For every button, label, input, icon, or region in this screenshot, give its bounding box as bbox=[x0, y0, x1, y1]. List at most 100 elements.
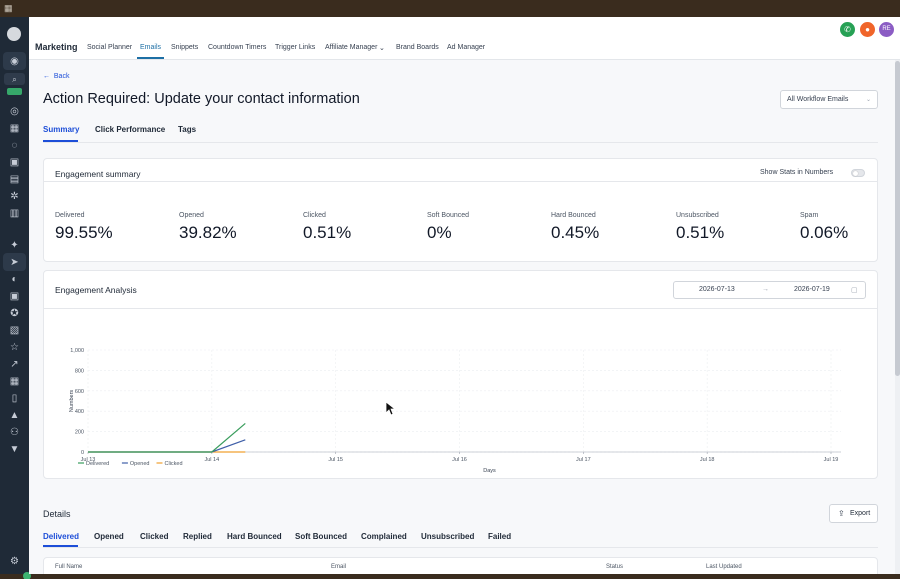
tab-failed[interactable]: Failed bbox=[488, 532, 512, 541]
tab-complained[interactable]: Complained bbox=[361, 532, 407, 541]
payments-icon[interactable]: ▥ bbox=[9, 208, 20, 219]
nav-social-planner[interactable]: Social Planner bbox=[87, 44, 133, 51]
show-stats-toggle[interactable] bbox=[851, 169, 865, 177]
x-tick-label: Jul 15 bbox=[328, 457, 343, 463]
media-icon[interactable]: ▧ bbox=[9, 325, 20, 336]
nav-brand-boards[interactable]: Brand Boards bbox=[396, 44, 439, 51]
details-table bbox=[43, 557, 878, 574]
sites-icon[interactable]: ▣ bbox=[9, 291, 20, 302]
y-tick-label: 800 bbox=[75, 368, 84, 374]
nav-trigger-links[interactable]: Trigger Links bbox=[275, 44, 316, 51]
chevron-down-icon[interactable]: ⌄ bbox=[379, 45, 385, 52]
date-to: 2026-07-19 bbox=[794, 286, 830, 293]
reputation-star-icon[interactable]: ☆ bbox=[10, 342, 19, 353]
column-header-email[interactable]: Email bbox=[331, 564, 347, 570]
main-app: Marketing Social Planner Emails Snippets… bbox=[29, 17, 900, 574]
conversations-icon[interactable]: ◌ bbox=[11, 140, 18, 151]
x-axis-label: Days bbox=[483, 468, 496, 474]
reporting-icon[interactable]: ↗ bbox=[10, 359, 19, 370]
column-header-full-name[interactable]: Full Name bbox=[55, 564, 83, 570]
tab-delivered[interactable]: Delivered bbox=[43, 532, 80, 541]
engagement-summary-card bbox=[43, 158, 878, 262]
x-tick-label: Jul 19 bbox=[824, 457, 839, 463]
stat-value-spam: 0.06% bbox=[800, 223, 849, 242]
back-link[interactable]: ← Back bbox=[43, 73, 69, 80]
analysis-header-divider bbox=[43, 308, 878, 309]
stat-label-spam: Spam bbox=[800, 212, 819, 219]
os-top-bar: ▦ bbox=[0, 0, 900, 17]
avatar[interactable]: RE bbox=[879, 22, 894, 37]
tabs-divider bbox=[43, 142, 878, 143]
sidebar-active-highlight bbox=[3, 52, 26, 70]
nav-countdown-timers[interactable]: Countdown Timers bbox=[208, 44, 267, 51]
contacts-icon[interactable]: ▤ bbox=[9, 174, 20, 185]
y-axis-label: Numbers bbox=[69, 390, 75, 413]
x-tick-label: Jul 18 bbox=[700, 457, 715, 463]
filter-icon[interactable]: ▼ bbox=[9, 444, 20, 455]
tab-unsubscribed[interactable]: Unsubscribed bbox=[421, 532, 475, 541]
opportunities-icon[interactable]: ✲ bbox=[10, 191, 19, 202]
export-button[interactable]: ⇪ Export bbox=[829, 504, 878, 523]
show-stats-toggle-label: Show Stats in Numbers bbox=[760, 169, 834, 176]
os-bottom-bar bbox=[0, 574, 900, 579]
section-title: Marketing bbox=[35, 42, 78, 52]
tab-soft-bounced[interactable]: Soft Bounced bbox=[295, 532, 347, 541]
automation-icon[interactable]: ◐ bbox=[11, 274, 18, 285]
column-header-status[interactable]: Status bbox=[606, 564, 624, 570]
tab-tags[interactable]: Tags bbox=[178, 125, 197, 134]
stat-label-hard-bounced: Hard Bounced bbox=[551, 212, 596, 219]
tab-click-performance[interactable]: Click Performance bbox=[95, 125, 166, 134]
engagement-analysis-card bbox=[43, 270, 878, 479]
legend-label-delivered[interactable]: Delivered bbox=[86, 461, 109, 467]
notification-bell-icon[interactable]: ● bbox=[860, 22, 875, 37]
stat-value-opened: 39.82% bbox=[179, 223, 237, 242]
mobile-app-icon[interactable]: ▯ bbox=[11, 393, 18, 404]
date-range-picker[interactable]: 2026-07-13 → 2026-07-19 ▢ bbox=[673, 281, 866, 299]
marketing-send-icon[interactable]: ➤ bbox=[10, 257, 19, 268]
nav-active-underline bbox=[137, 57, 164, 59]
workspace-logo-icon[interactable] bbox=[7, 27, 21, 41]
nav-affiliate-manager[interactable]: Affiliate Manager bbox=[325, 44, 378, 51]
stat-label-unsubscribed: Unsubscribed bbox=[676, 212, 719, 219]
nav-snippets[interactable]: Snippets bbox=[171, 44, 199, 51]
back-label: Back bbox=[53, 73, 70, 80]
tab-clicked[interactable]: Clicked bbox=[140, 532, 169, 541]
y-tick-label: 1,000 bbox=[70, 348, 84, 354]
stat-value-soft-bounced: 0% bbox=[427, 223, 452, 242]
launchpad-icon[interactable]: ◎ bbox=[10, 106, 19, 117]
column-header-last-updated[interactable]: Last Updated bbox=[706, 564, 742, 570]
app-grid-icon[interactable]: ▦ bbox=[4, 3, 13, 13]
team-icon[interactable]: ⚇ bbox=[10, 427, 19, 438]
tab-opened[interactable]: Opened bbox=[94, 532, 124, 541]
details-title: Details bbox=[43, 509, 71, 519]
nav-emails[interactable]: Emails bbox=[140, 44, 162, 51]
calendar-icon[interactable]: ▣ bbox=[9, 157, 20, 168]
settings-gear-icon[interactable]: ⚙ bbox=[10, 556, 19, 567]
tab-summary[interactable]: Summary bbox=[43, 125, 80, 134]
tab-replied[interactable]: Replied bbox=[183, 532, 212, 541]
quick-action-button[interactable] bbox=[7, 88, 22, 95]
search-icon: ⌕ bbox=[12, 75, 17, 84]
mouse-cursor-icon bbox=[386, 402, 396, 416]
ai-agents-icon[interactable]: ✦ bbox=[10, 240, 19, 251]
legend-label-opened[interactable]: Opened bbox=[130, 461, 150, 467]
sidebar: ◉ ⌕ ◎ ▦ ◌ ▣ ▤ ✲ ▥ ✦ ➤ ◐ ▣ ✪ ▧ ☆ ↗ ▦ ▯ ▲ … bbox=[0, 17, 31, 579]
x-tick-label: Jul 17 bbox=[576, 457, 591, 463]
legend-label-clicked[interactable]: Clicked bbox=[165, 461, 183, 467]
nav-ad-manager[interactable]: Ad Manager bbox=[447, 44, 486, 51]
card-header-divider bbox=[43, 181, 878, 182]
arrow-right-icon: → bbox=[762, 286, 769, 293]
phone-icon[interactable]: ✆ bbox=[840, 22, 855, 37]
tools-icon[interactable]: ▲ bbox=[9, 410, 20, 421]
sidebar-search[interactable] bbox=[4, 73, 25, 85]
details-tabs-divider bbox=[43, 547, 878, 548]
memberships-icon[interactable]: ✪ bbox=[10, 308, 19, 319]
y-tick-label: 0 bbox=[81, 450, 84, 456]
app-marketplace-icon[interactable]: ▦ bbox=[9, 376, 20, 387]
workflow-email-select[interactable]: All Workflow Emails ⌄ bbox=[780, 90, 878, 109]
scrollbar-thumb[interactable] bbox=[895, 61, 900, 376]
user-icon[interactable]: ◉ bbox=[10, 56, 19, 67]
tab-hard-bounced[interactable]: Hard Bounced bbox=[227, 532, 282, 541]
dashboard-icon[interactable]: ▦ bbox=[9, 123, 20, 134]
stat-value-unsubscribed: 0.51% bbox=[676, 223, 725, 242]
